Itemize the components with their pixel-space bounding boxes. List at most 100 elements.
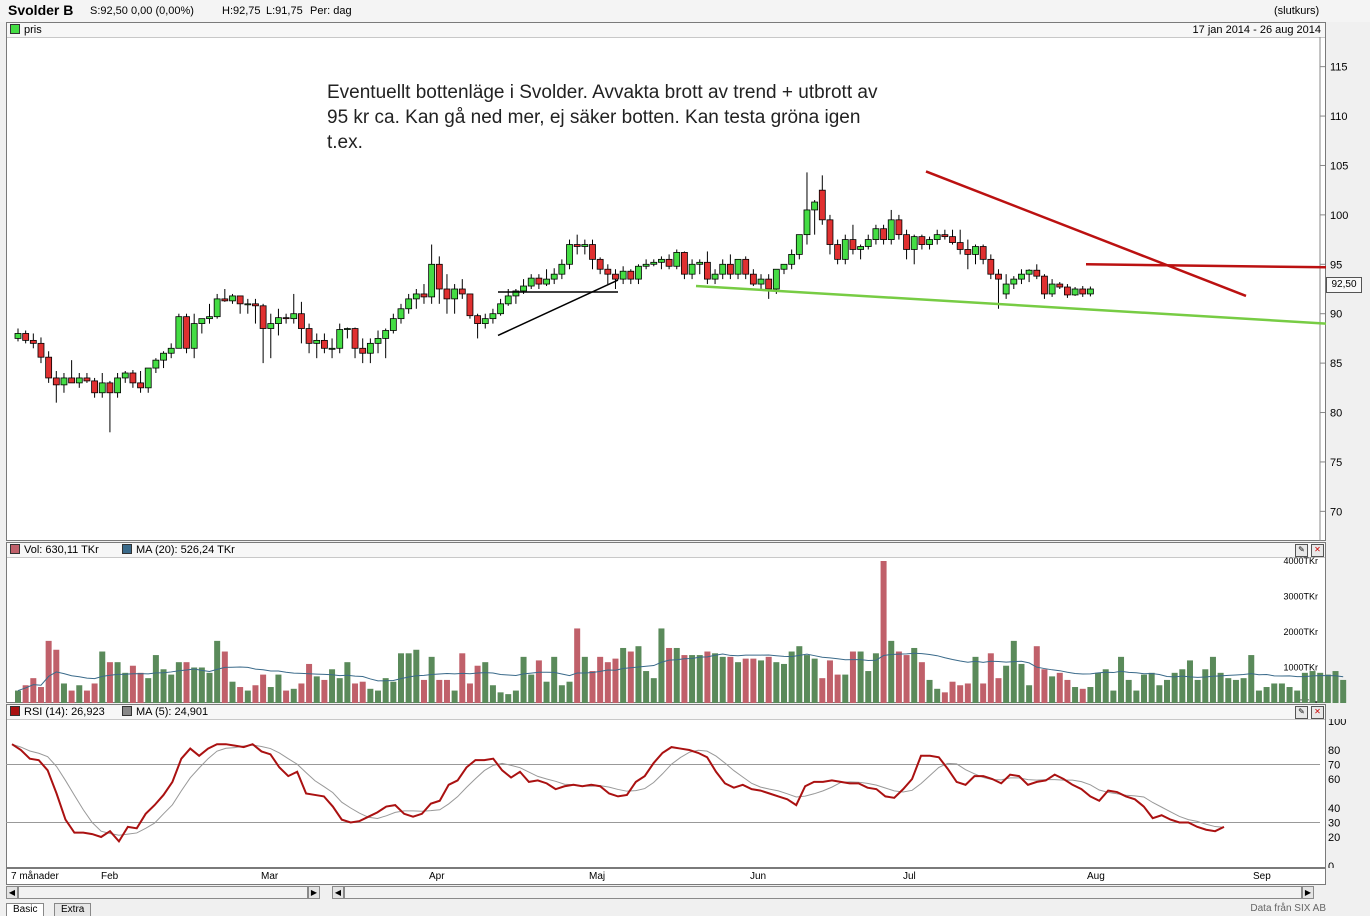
time-scrollbar[interactable] [344, 886, 1302, 899]
volume-bar [543, 681, 550, 703]
rsi-chart: 100 80 70 60 40 30 20 0 [6, 719, 1346, 868]
candle-body [696, 261, 704, 265]
price-tick-label: 90 [1330, 309, 1342, 321]
candle-body [949, 236, 956, 243]
zoom-scrollbar[interactable] [18, 886, 308, 899]
legend-rsi-ma: MA (5): 24,901 [122, 706, 208, 718]
candle-body [428, 263, 436, 298]
candle-body [137, 382, 144, 389]
volume-bar [237, 687, 244, 703]
rsi-tick-label: 70 [1328, 760, 1340, 772]
volume-bar [489, 685, 496, 703]
volume-bar [459, 653, 466, 703]
volume-bar [1263, 687, 1270, 703]
scroll-right-icon[interactable]: ▶ [308, 886, 320, 899]
period-label: 7 månader [11, 871, 59, 882]
volume-bar [765, 656, 772, 703]
tab-basic[interactable]: Basic [6, 903, 45, 916]
month-jun: Jun [750, 871, 767, 882]
candle-body [152, 359, 160, 369]
candle-body [244, 303, 252, 306]
volume-bar [482, 662, 489, 703]
data-credit: Data från SIX AB [1250, 903, 1326, 914]
volume-bar [826, 660, 833, 703]
pane-settings-icon[interactable]: ✎ [1295, 544, 1308, 557]
candle-body [458, 288, 466, 295]
candle-body [811, 201, 819, 211]
volume-bar [727, 656, 734, 703]
month-feb: Feb [101, 871, 119, 882]
candle-body [98, 382, 106, 394]
tab-extra[interactable]: Extra [54, 903, 92, 916]
rsi-tick-label: 60 [1328, 774, 1340, 786]
scroll-left-icon[interactable]: ◀ [332, 886, 344, 899]
candle-body [864, 239, 872, 247]
legend-pris: pris [10, 24, 42, 36]
volume-bar [888, 640, 895, 703]
volume-bar [505, 694, 512, 703]
candle-body [144, 367, 152, 389]
trend-line-green-support [695, 284, 1327, 325]
volume-bar [474, 665, 481, 703]
scroll-row: ◀ ▶ ◀ ▶ [6, 886, 1326, 900]
legend-vol: Vol: 630,11 TKr [10, 544, 99, 556]
month-apr: Apr [429, 871, 445, 882]
candle-body [160, 352, 167, 361]
volume-bar [857, 651, 864, 703]
candle-body [320, 339, 328, 349]
pane-settings-icon[interactable]: ✎ [1295, 706, 1308, 719]
volume-bar [1255, 690, 1262, 703]
volume-bar [313, 676, 320, 703]
volume-bar [1202, 669, 1209, 703]
volume-bar [1248, 655, 1255, 703]
month-maj: Maj [589, 871, 606, 882]
candle-body [83, 377, 91, 382]
volume-bar [99, 651, 106, 703]
candle-body [37, 342, 45, 358]
candle-body [673, 252, 681, 267]
volume-bar [558, 685, 565, 703]
candle-body [382, 330, 390, 339]
volume-bar [252, 685, 259, 703]
volume-bar [91, 683, 98, 703]
candle-body [1087, 288, 1094, 295]
rsi-tick-label: 80 [1328, 745, 1340, 757]
pane-close-icon[interactable]: ✕ [1311, 544, 1324, 557]
candle-body [405, 298, 413, 310]
candle-body [282, 317, 290, 320]
candle-body [1010, 278, 1018, 285]
volume-bar [390, 681, 397, 703]
candle-body [581, 244, 589, 247]
pane-close-icon[interactable]: ✕ [1311, 706, 1324, 719]
last-price-tag: 92,50 [1326, 277, 1362, 293]
volume-bar [643, 671, 650, 703]
volume-bar [191, 667, 198, 703]
candle-body [650, 261, 658, 265]
volume-bar [1171, 672, 1178, 703]
volume-bar [681, 655, 688, 703]
candle-body [68, 377, 76, 384]
candle-body [527, 277, 535, 287]
candle-body [313, 339, 321, 344]
volume-bar [1041, 669, 1048, 703]
scroll-left-icon[interactable]: ◀ [6, 886, 18, 899]
candle-body [374, 338, 382, 344]
volume-bar [620, 647, 627, 703]
volume-bar [926, 679, 933, 703]
candle-body [780, 263, 788, 270]
candle-body [589, 244, 596, 260]
volume-bar [834, 674, 841, 703]
candle-body [941, 234, 949, 238]
volume-bar [336, 678, 343, 703]
volume-bar [152, 655, 159, 703]
volume-bar [1286, 687, 1293, 703]
volume-bar [37, 687, 44, 703]
volume-bar [436, 679, 443, 703]
volume-bar [1141, 674, 1148, 703]
scroll-right-icon[interactable]: ▶ [1302, 886, 1314, 899]
volume-bar [298, 683, 305, 703]
volume-pane-title: Vol: 630,11 TKr MA (20): 526,24 TKr ✎ ✕ [7, 543, 1325, 558]
candle-body [1018, 273, 1025, 280]
volume-bar [275, 674, 282, 703]
vertical-scrollbar[interactable] [1356, 22, 1370, 882]
